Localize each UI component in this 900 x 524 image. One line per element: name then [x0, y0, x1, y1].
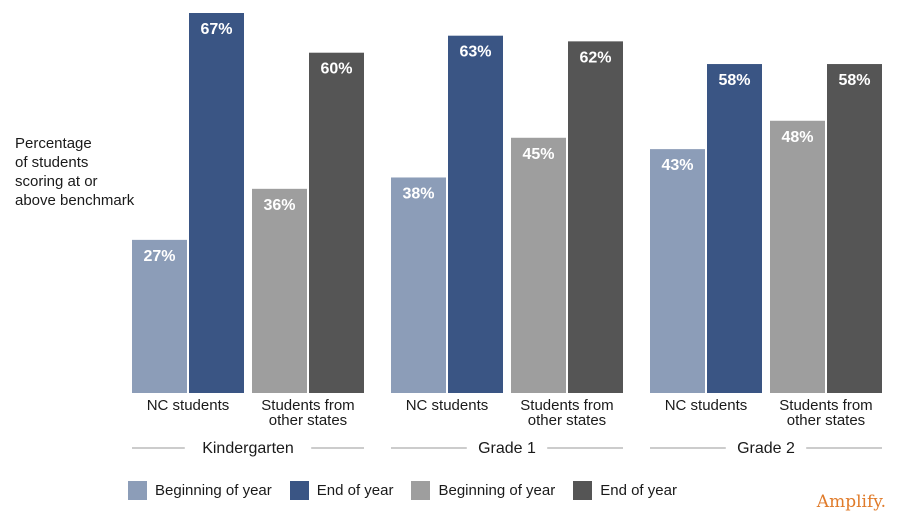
legend-label: Beginning of year — [438, 481, 556, 499]
legend-label: End of year — [600, 481, 677, 499]
group-label: Grade 1 — [478, 440, 536, 457]
legend-swatch — [411, 480, 431, 500]
data-label: 58% — [838, 72, 870, 89]
bar — [511, 137, 566, 393]
bar — [189, 13, 244, 393]
group-label: Kindergarten — [202, 440, 294, 457]
legend-swatch — [573, 480, 593, 500]
legend-item-nc-end: End of year — [289, 480, 394, 500]
data-label: 67% — [200, 21, 232, 38]
legend-item-nc-beginning: Beginning of year — [128, 480, 272, 500]
data-label: 60% — [320, 61, 352, 78]
amplify-logo: Amplify. — [816, 492, 886, 512]
bar — [391, 177, 446, 393]
category-label: other states — [269, 412, 347, 429]
bar — [827, 64, 882, 394]
category-label: Students from — [520, 397, 613, 414]
category-label: other states — [787, 412, 865, 429]
data-label: 63% — [459, 44, 491, 61]
category-label: Students from — [779, 397, 872, 414]
data-label: 45% — [522, 146, 554, 163]
bar — [770, 120, 825, 393]
bar — [309, 52, 364, 394]
legend: Beginning of year End of year Beginning … — [128, 479, 695, 501]
legend-label: Beginning of year — [155, 481, 272, 499]
legend-swatch — [128, 480, 147, 500]
legend-swatch — [289, 480, 309, 500]
category-label: other states — [528, 412, 606, 429]
category-label: NC students — [665, 397, 748, 414]
data-label: 43% — [661, 157, 693, 174]
data-label: 58% — [718, 72, 750, 89]
bar — [252, 188, 307, 393]
bar — [650, 149, 705, 393]
group-label: Grade 2 — [737, 440, 795, 457]
data-label: 27% — [143, 248, 175, 265]
bar — [568, 41, 623, 393]
bar — [707, 64, 762, 394]
bar — [448, 35, 503, 394]
legend-item-other-beginning: Beginning of year — [411, 480, 556, 500]
legend-label: End of year — [316, 481, 394, 499]
category-label: Students from — [261, 397, 354, 414]
data-label: 48% — [781, 129, 813, 146]
category-label: NC students — [406, 397, 489, 414]
category-label: NC students — [147, 397, 230, 414]
legend-item-other-end: End of year — [573, 480, 677, 500]
data-label: 36% — [263, 197, 295, 214]
y-axis-label: Percentage of students scoring at or abo… — [15, 135, 135, 209]
data-label: 38% — [402, 185, 434, 202]
bar — [132, 239, 187, 393]
data-label: 62% — [579, 49, 611, 66]
